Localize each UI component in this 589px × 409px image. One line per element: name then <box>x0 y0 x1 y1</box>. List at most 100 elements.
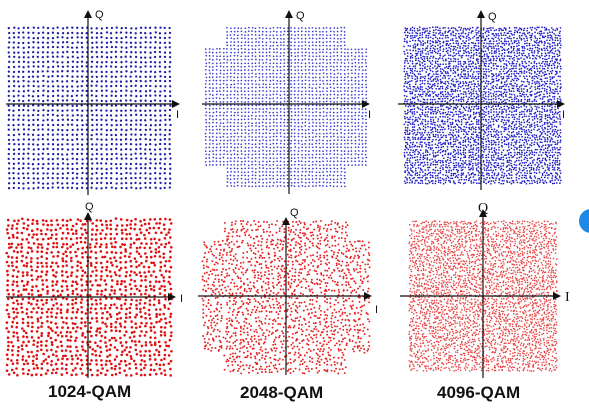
constellation-point <box>453 96 455 99</box>
constellation-point <box>294 146 297 148</box>
constellation-point <box>61 138 64 141</box>
constellation-point <box>469 176 472 179</box>
constellation-point <box>66 31 70 35</box>
constellation-point <box>429 30 431 33</box>
constellation-point <box>426 41 429 44</box>
constellation-point <box>76 124 79 127</box>
constellation-point <box>110 84 113 88</box>
constellation-point <box>293 27 296 29</box>
constellation-point <box>329 72 332 75</box>
constellation-point <box>205 146 207 149</box>
constellation-point <box>51 172 55 175</box>
constellation-point <box>424 120 427 123</box>
constellation-point <box>293 118 296 121</box>
constellation-point <box>258 167 261 169</box>
constellation-point <box>441 150 444 153</box>
constellation-point <box>477 107 480 110</box>
constellation-point <box>294 100 296 103</box>
constellation-point <box>428 60 431 63</box>
constellation-point <box>95 41 98 44</box>
constellation-point <box>446 95 449 98</box>
constellation-point <box>153 99 157 102</box>
constellation-point <box>416 54 418 57</box>
constellation-point <box>223 143 225 145</box>
constellation-point <box>115 31 118 34</box>
constellation-point <box>451 121 454 124</box>
constellation-point <box>110 124 113 127</box>
constellation-point <box>472 156 475 158</box>
constellation-point <box>409 67 412 70</box>
constellation-point <box>411 54 414 57</box>
constellation-point <box>424 172 427 175</box>
constellation-point <box>215 114 218 117</box>
constellation-point <box>477 151 480 153</box>
constellation-point <box>273 125 275 127</box>
constellation-point <box>437 58 440 60</box>
constellation-point <box>417 29 419 32</box>
constellation-point <box>251 149 254 152</box>
constellation-point <box>318 135 321 138</box>
constellation-point <box>459 90 462 92</box>
constellation-point <box>158 46 162 49</box>
constellation-point <box>312 121 314 124</box>
constellation-point <box>311 65 314 68</box>
constellation-point <box>436 85 439 88</box>
constellation-point <box>441 37 444 40</box>
constellation-point <box>439 181 442 184</box>
constellation-point <box>114 60 118 64</box>
constellation-point <box>406 127 409 129</box>
constellation-point <box>134 176 137 180</box>
constellation-point <box>442 55 445 58</box>
constellation-point <box>273 146 275 149</box>
constellation-point <box>430 86 432 89</box>
constellation-point <box>432 154 435 157</box>
constellation-point <box>208 153 211 156</box>
constellation-point <box>80 46 84 49</box>
constellation-point <box>441 136 444 139</box>
constellation-point <box>312 114 314 117</box>
constellation-point <box>115 182 118 185</box>
constellation-point <box>233 33 236 36</box>
constellation-point <box>212 79 215 82</box>
constellation-point <box>432 55 435 58</box>
constellation-point <box>457 113 460 116</box>
constellation-point <box>286 76 289 79</box>
constellation-point <box>233 163 235 166</box>
constellation-point <box>463 136 466 139</box>
constellation-point <box>244 150 246 153</box>
constellation-point <box>329 178 332 181</box>
constellation-point <box>351 118 353 120</box>
constellation-point <box>42 79 45 83</box>
constellation-point <box>333 97 335 100</box>
constellation-point <box>130 153 133 156</box>
constellation-point <box>340 132 343 134</box>
constellation-point <box>413 126 416 128</box>
constellation-point <box>444 153 447 156</box>
constellation-point <box>129 162 133 166</box>
constellation-point <box>290 27 292 29</box>
constellation-point <box>319 108 321 110</box>
constellation-point <box>462 139 465 142</box>
constellation-point <box>409 52 412 55</box>
constellation-point <box>301 80 304 82</box>
constellation-point <box>347 87 350 89</box>
constellation-point <box>208 55 211 57</box>
constellation-point <box>275 142 278 145</box>
constellation-point <box>421 161 424 164</box>
constellation-point <box>269 40 272 43</box>
constellation-point <box>159 114 162 117</box>
constellation-point <box>329 90 332 92</box>
constellation-point <box>233 27 236 29</box>
constellation-point <box>404 146 407 148</box>
constellation-point <box>57 41 60 44</box>
constellation-point <box>247 167 250 170</box>
constellation-point <box>12 182 16 185</box>
constellation-point <box>416 106 419 109</box>
constellation-point <box>439 49 442 51</box>
constellation-point <box>290 160 293 162</box>
constellation-point <box>322 61 325 64</box>
constellation-point <box>119 31 123 34</box>
constellation-point <box>308 72 311 75</box>
constellation-point <box>347 122 349 124</box>
constellation-point <box>211 135 214 138</box>
